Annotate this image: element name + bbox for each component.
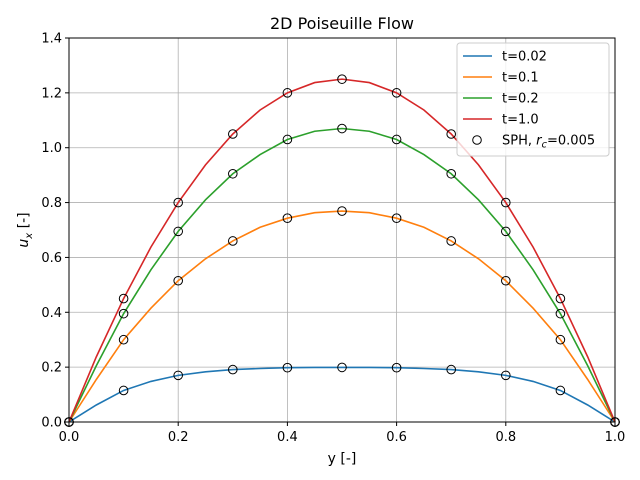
x-axis-ticks: 0.0 0.2 0.4 0.6 0.8 1.0: [59, 422, 626, 445]
legend-box: [456, 42, 610, 157]
sph-marker: [118, 293, 129, 304]
y-axis-title-var: u: [16, 239, 32, 248]
legend-label-1: t=0.02: [502, 50, 547, 65]
sph-marker: [555, 308, 566, 319]
x-axis-title: y [-]: [328, 451, 357, 467]
sph-marker: [173, 370, 183, 381]
sph-marker: [228, 129, 238, 139]
y-tick-label: 0.6: [41, 251, 62, 266]
legend-label-sph: SPH, rc=0.005: [502, 134, 595, 151]
x-tick-label: 0.8: [495, 430, 516, 445]
sph-marker: [391, 362, 402, 373]
legend-label-2: t=0.1: [502, 71, 539, 86]
sph-marker: [173, 197, 183, 208]
sph-marker: [282, 134, 293, 145]
y-tick-label: 0.4: [41, 306, 62, 321]
y-axis-title-unit: [-]: [16, 212, 32, 232]
sph-marker: [501, 197, 511, 208]
sph-marker: [501, 370, 511, 381]
sph-marker: [555, 385, 566, 396]
sph-marker: [391, 134, 402, 145]
sph-marker: [555, 293, 566, 304]
legend-label-3: t=0.2: [502, 92, 539, 107]
x-tick-label: 0.6: [386, 430, 407, 445]
sph-marker: [555, 334, 566, 345]
legend: t=0.02 t=0.1 t=0.2 t=1.0 SPH, rc=0.005: [456, 42, 610, 157]
sph-marker: [282, 88, 293, 98]
y-tick-label: 1.2: [41, 86, 62, 101]
sph-marker: [501, 226, 511, 237]
x-tick-label: 0.0: [59, 430, 80, 445]
chart-title: 2D Poiseuille Flow: [270, 14, 414, 33]
legend-sph-prefix: SPH,: [502, 134, 536, 149]
legend-sph-suffix: =0.005: [547, 134, 595, 149]
sph-marker: [337, 123, 347, 134]
y-tick-label: 1.4: [41, 32, 62, 47]
sph-marker: [118, 334, 129, 345]
series-line-2: [68, 210, 616, 423]
sph-marker: [391, 88, 402, 98]
sph-marker: [446, 364, 457, 375]
x-tick-label: 0.2: [168, 430, 189, 445]
legend-sph-var: r: [536, 134, 543, 149]
x-tick-label: 1.0: [605, 430, 626, 445]
series-line-1: [68, 366, 616, 423]
axes-frame: [68, 37, 616, 423]
y-axis-ticks: 0.0 0.2 0.4 0.6 0.8 1.0 1.2 1.4: [41, 32, 69, 431]
plot-area: [64, 74, 620, 427]
sph-marker: [118, 308, 129, 319]
y-tick-label: 0.0: [41, 416, 62, 431]
sph-marker: [228, 364, 238, 375]
y-tick-label: 1.0: [41, 141, 62, 156]
sph-marker: [446, 168, 457, 179]
legend-marker: [472, 135, 482, 145]
y-tick-label: 0.8: [41, 196, 62, 211]
sph-marker: [228, 236, 238, 246]
y-axis-title-sub: x: [24, 233, 35, 240]
sph-marker: [337, 74, 347, 84]
sph-marker: [282, 362, 293, 373]
legend-sph-sub: c: [542, 140, 548, 151]
sph-marker: [501, 275, 511, 286]
x-tick-label: 0.4: [277, 430, 298, 445]
sph-marker: [173, 275, 183, 286]
sph-marker: [391, 213, 402, 224]
legend-label-4: t=1.0: [502, 113, 539, 128]
sph-marker: [228, 168, 238, 179]
y-axis-title: ux [-]: [16, 212, 35, 247]
y-tick-label: 0.2: [41, 361, 62, 376]
sph-marker: [282, 213, 293, 224]
sph-marker: [337, 206, 347, 216]
series-line-3: [68, 127, 616, 423]
sph-marker: [446, 129, 457, 139]
sph-marker: [337, 362, 347, 373]
sph-marker: [118, 385, 129, 396]
series-line-4: [68, 78, 616, 423]
sph-marker: [446, 236, 457, 246]
sph-marker: [173, 226, 183, 237]
